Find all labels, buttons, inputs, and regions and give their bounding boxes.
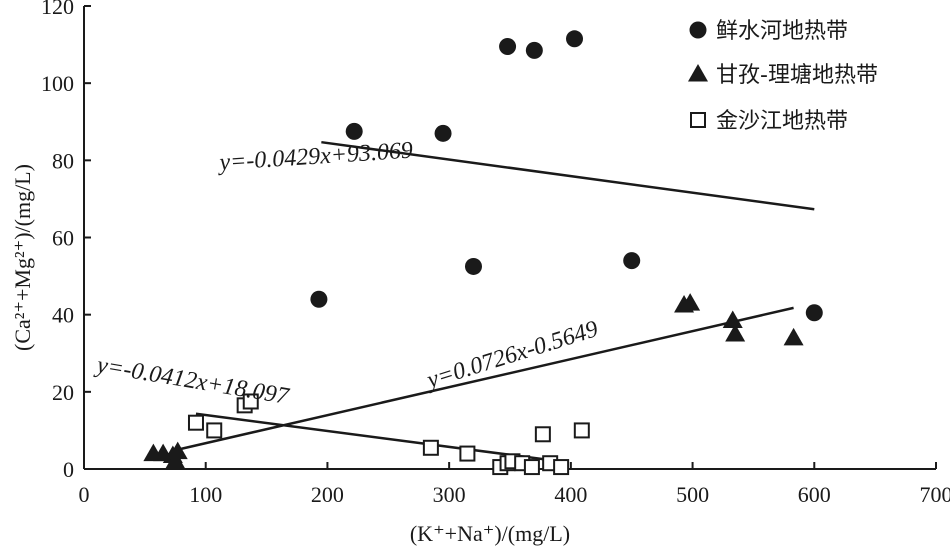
legend-label-series-0: 鲜水河地热带 xyxy=(716,19,848,44)
y-tick-label: 80 xyxy=(52,148,74,173)
x-tick-label: 500 xyxy=(676,482,709,507)
data-point xyxy=(525,41,543,59)
y-tick-label: 100 xyxy=(41,71,74,96)
trendline-equation-series-1: y=0.0726x-0.5649 xyxy=(422,316,601,394)
data-point xyxy=(805,304,823,322)
y-tick-label: 0 xyxy=(63,457,74,482)
data-point xyxy=(187,414,204,431)
x-tick-label: 400 xyxy=(554,482,587,507)
data-point xyxy=(206,422,223,439)
data-point xyxy=(680,293,701,311)
series-2-points xyxy=(187,393,590,476)
series-0-points xyxy=(310,30,823,322)
trendline-series-2 xyxy=(195,412,562,463)
data-point xyxy=(499,38,517,56)
trendline-series-0 xyxy=(321,140,815,211)
trendline-equation-series-2: y=-0.0412x+18.097 xyxy=(93,352,291,410)
data-point xyxy=(434,124,452,142)
x-tick-label: 100 xyxy=(189,482,222,507)
data-point xyxy=(725,323,746,342)
data-point xyxy=(623,252,641,270)
data-point xyxy=(464,257,482,275)
x-tick-label: 200 xyxy=(311,482,344,507)
trendline-equation-series-0: y=-0.0429x+93.069 xyxy=(217,138,414,177)
series-1-points xyxy=(143,293,804,469)
legend-label-series-2: 金沙江地热带 xyxy=(716,109,848,134)
y-axis-title: (Ca²⁺+Mg²⁺)/(mg/L) xyxy=(10,164,35,351)
trendlines xyxy=(177,140,815,463)
legend-label-series-1: 甘孜-理塘地热带 xyxy=(716,63,878,88)
data-point xyxy=(553,459,570,476)
y-tick-label: 120 xyxy=(41,0,74,19)
data-point xyxy=(422,439,439,456)
legend-marker-series-0 xyxy=(689,21,707,39)
data-point xyxy=(459,445,476,462)
data-point xyxy=(167,441,188,460)
legend-marker-series-1 xyxy=(688,64,708,82)
data-points xyxy=(143,30,823,476)
legend-marker-series-2 xyxy=(690,112,706,128)
data-point xyxy=(566,30,584,48)
data-point xyxy=(310,290,328,308)
x-tick-label: 700 xyxy=(920,482,950,507)
axes: 0 100 200 300 400 500 600 700 0 20 40 60 80 100 120 (K⁺… xyxy=(10,0,950,546)
y-tick-label: 20 xyxy=(52,380,74,405)
data-point xyxy=(345,122,363,140)
data-point xyxy=(783,327,804,346)
y-tick-label: 60 xyxy=(52,226,74,251)
x-tick-label: 300 xyxy=(433,482,466,507)
data-point xyxy=(534,426,551,443)
trendline-series-1 xyxy=(177,306,794,451)
data-point xyxy=(242,393,259,410)
x-axis-title: (K⁺+Na⁺)/(mg/L) xyxy=(410,521,570,546)
data-point xyxy=(573,422,590,439)
x-tick-label: 0 xyxy=(79,482,90,507)
data-point xyxy=(722,310,743,328)
data-point xyxy=(523,459,540,476)
y-tick-label: 40 xyxy=(52,303,74,328)
data-point xyxy=(165,451,186,469)
x-tick-label: 600 xyxy=(798,482,831,507)
